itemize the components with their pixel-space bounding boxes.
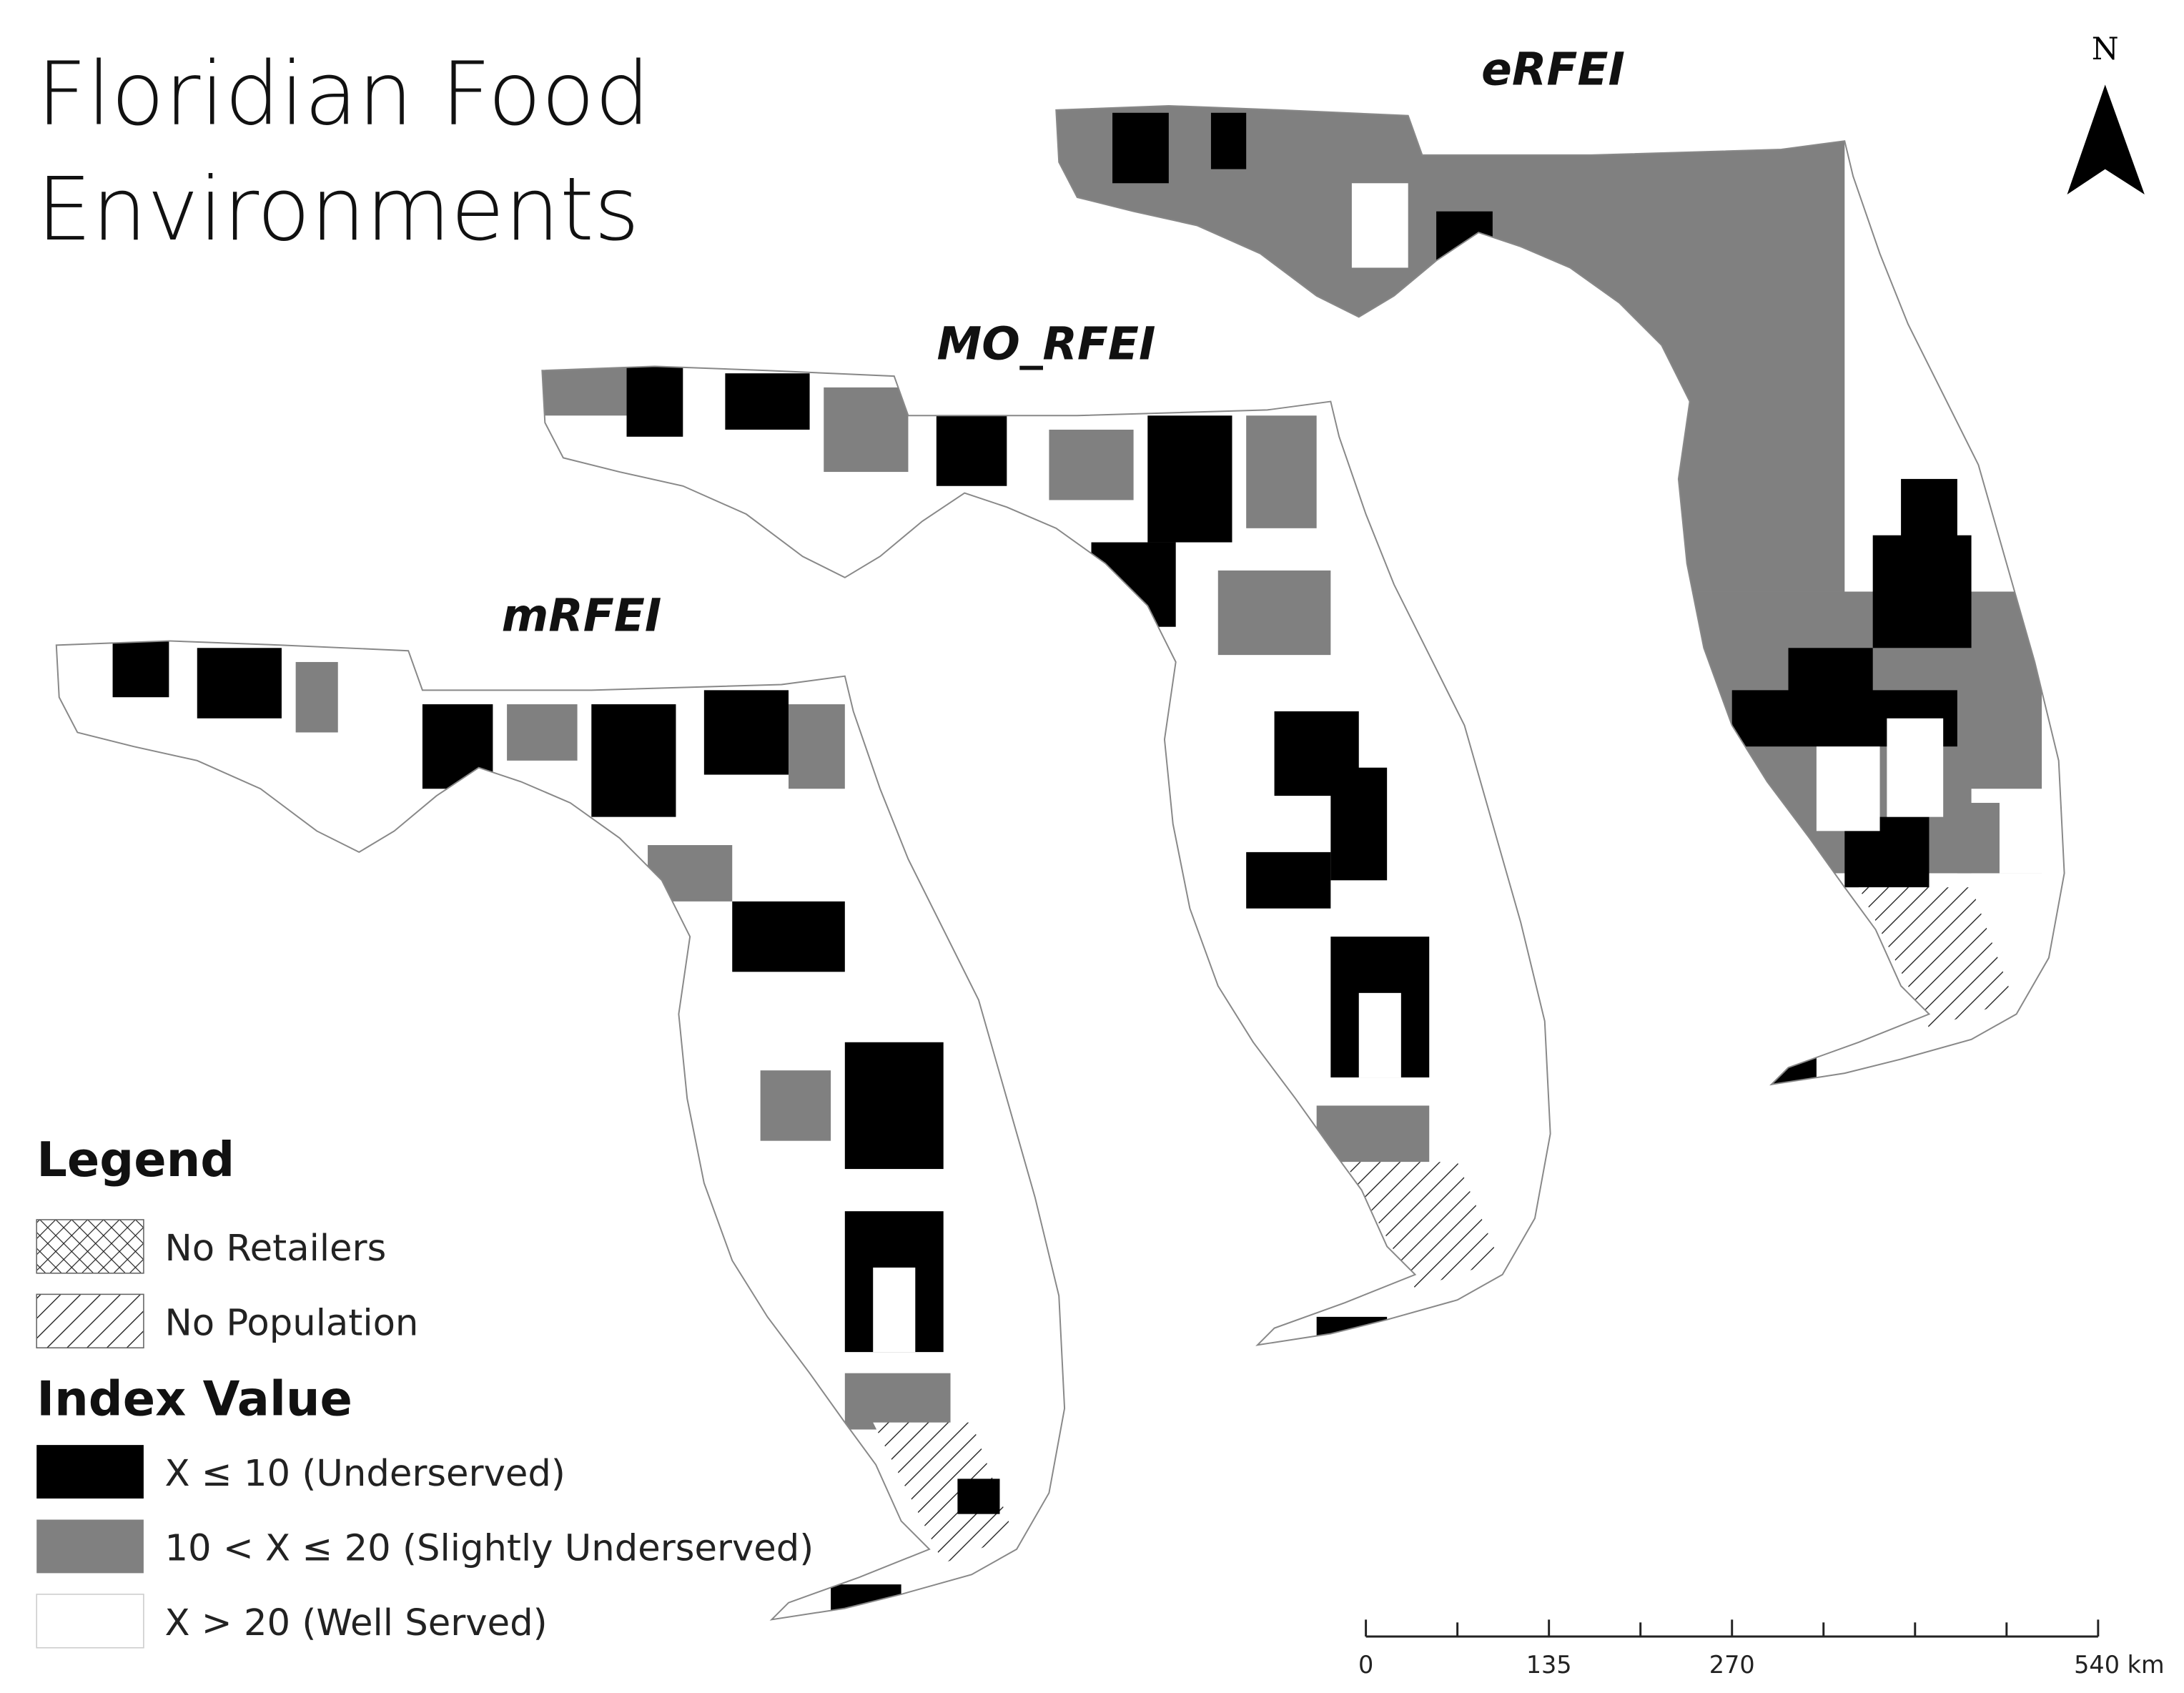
legend-label: X ≤ 10 (Underserved) bbox=[164, 1452, 565, 1495]
title-line: Floridian Food bbox=[36, 44, 650, 145]
map-patches bbox=[112, 641, 1014, 1620]
scale-label: 270 bbox=[1709, 1651, 1755, 1679]
legend-label: No Population bbox=[164, 1301, 418, 1344]
legend-swatch bbox=[36, 1594, 144, 1649]
map-label: eRFEI bbox=[1481, 42, 1625, 95]
scale-label: 135 bbox=[1526, 1651, 1572, 1679]
scale-label: 0 bbox=[1358, 1651, 1373, 1679]
legend-swatch bbox=[36, 1219, 144, 1274]
title-line: Environments bbox=[36, 159, 639, 260]
legend-subtitle: Index Value bbox=[36, 1371, 352, 1427]
legend-label: 10 < X ≤ 20 (Slightly Underserved) bbox=[164, 1527, 814, 1570]
north-arrow bbox=[2067, 84, 2145, 195]
scale-bar bbox=[1365, 1619, 2100, 1638]
legend-swatch bbox=[36, 1519, 144, 1574]
legend-label: X > 20 (Well Served) bbox=[164, 1601, 547, 1644]
map-label: mRFEI bbox=[502, 589, 662, 642]
scale-label: 540 km bbox=[2074, 1651, 2165, 1679]
legend-label: No Retailers bbox=[164, 1227, 386, 1270]
legend-swatch bbox=[36, 1445, 144, 1499]
north-label: N bbox=[2092, 31, 2119, 67]
legend-title: Legend bbox=[36, 1132, 234, 1188]
map-mrfei bbox=[55, 640, 1066, 1621]
map-label: MO_RFEI bbox=[937, 317, 1156, 370]
legend-swatch bbox=[36, 1293, 144, 1348]
